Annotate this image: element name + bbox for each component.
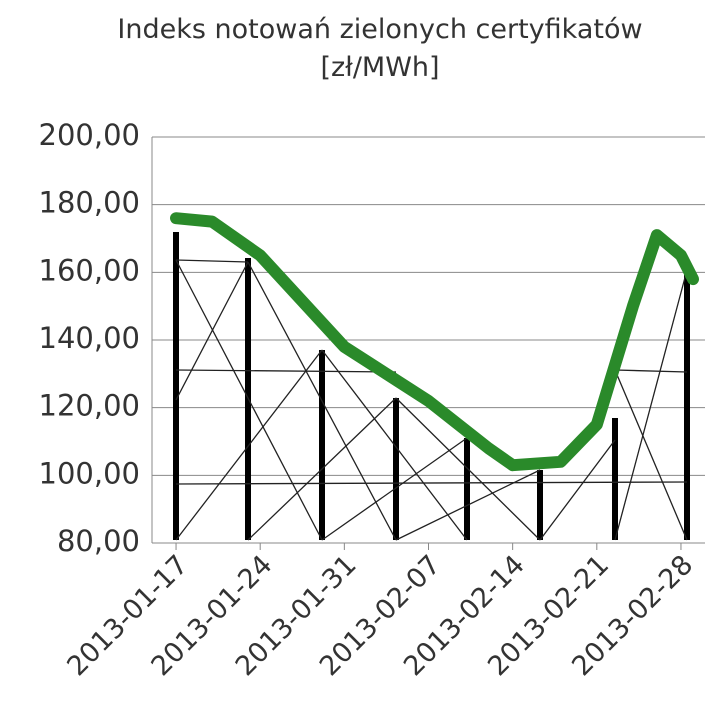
y-tick-label: 120,00 bbox=[39, 389, 140, 423]
chart-subtitle: [zł/MWh] bbox=[320, 52, 439, 83]
y-tick-label: 200,00 bbox=[39, 118, 140, 152]
y-tick-label: 80,00 bbox=[57, 524, 140, 558]
y-tick-label: 160,00 bbox=[39, 253, 140, 287]
chart-title: Indeks notowań zielonych certyfikatów bbox=[117, 14, 642, 45]
y-tick-label: 140,00 bbox=[39, 321, 140, 355]
y-tick-label: 180,00 bbox=[39, 186, 140, 220]
y-tick-label: 100,00 bbox=[39, 456, 140, 490]
chart: Indeks notowań zielonych certyfikatów [z… bbox=[0, 0, 723, 708]
